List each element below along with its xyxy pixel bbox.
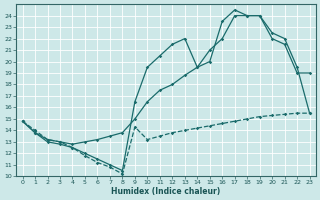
X-axis label: Humidex (Indice chaleur): Humidex (Indice chaleur): [111, 187, 221, 196]
